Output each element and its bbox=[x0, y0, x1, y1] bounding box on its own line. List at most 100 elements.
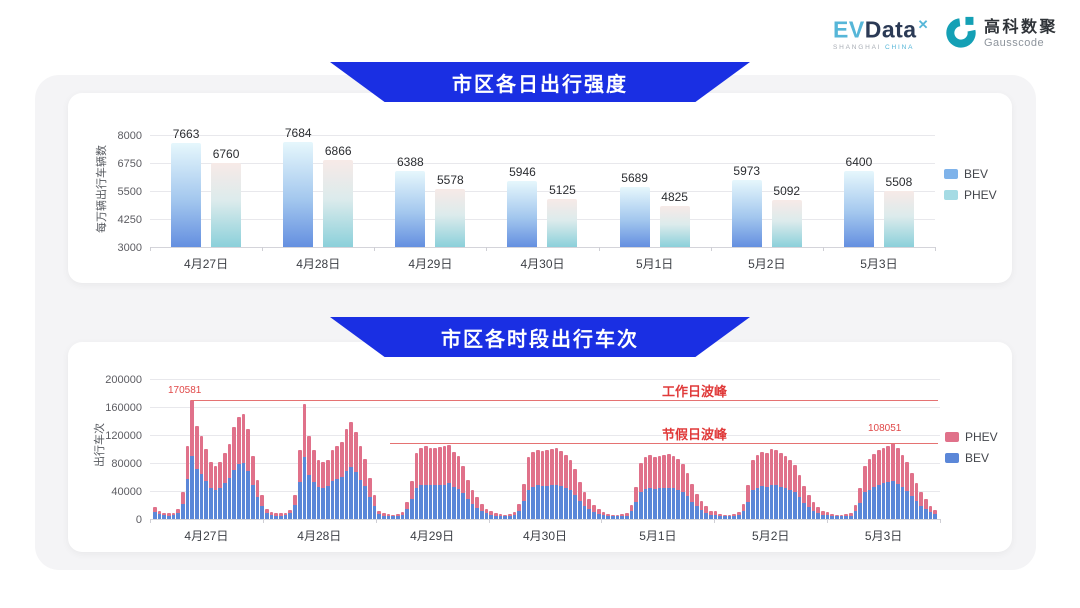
daily-chart-banner: 市区各日出行强度 bbox=[330, 62, 750, 102]
hourly-stacked-bar bbox=[391, 514, 395, 519]
bev-segment bbox=[274, 515, 279, 519]
bev-segment bbox=[849, 515, 853, 519]
hourly-stacked-bar bbox=[849, 512, 853, 519]
phev-segment bbox=[732, 514, 736, 517]
legend-item-bev[interactable]: BEV bbox=[944, 167, 997, 181]
hourly-stacked-bar bbox=[522, 484, 526, 519]
hourly-stacked-bar bbox=[363, 458, 367, 519]
daily-bar-group: 6388 5578 bbox=[374, 135, 486, 247]
hourly-stacked-bar bbox=[643, 457, 648, 519]
phev-segment bbox=[914, 482, 919, 501]
bev-segment bbox=[536, 485, 540, 519]
bev-segment bbox=[708, 514, 713, 519]
phev-bar: 5092 bbox=[771, 184, 802, 247]
axis-tick bbox=[486, 247, 488, 251]
phev-segment bbox=[648, 455, 652, 489]
phev-segment bbox=[685, 472, 690, 496]
phev-segment bbox=[620, 514, 624, 517]
hourly-stacked-bar bbox=[288, 509, 293, 519]
bev-segment bbox=[839, 516, 844, 519]
hourly-stacked-bar bbox=[237, 416, 241, 519]
daily-bar-group: 7684 6866 bbox=[262, 126, 374, 247]
phev-segment bbox=[167, 513, 171, 516]
hourly-stacked-bar bbox=[414, 452, 419, 519]
x-tick-label: 4月29日 bbox=[410, 529, 455, 543]
hourly-stacked-bar bbox=[573, 469, 578, 519]
bar-value-label: 5946 bbox=[509, 165, 536, 180]
bev-segment bbox=[863, 492, 867, 519]
legend-label: BEV bbox=[964, 167, 989, 181]
hourly-stacked-bar bbox=[367, 478, 372, 519]
legend-label: PHEV bbox=[965, 430, 998, 444]
hourly-stacked-bar bbox=[232, 427, 237, 519]
daily-bar-group: 5946 5125 bbox=[486, 135, 598, 247]
phev-segment bbox=[564, 454, 568, 488]
legend-item-phev[interactable]: PHEV bbox=[944, 188, 997, 202]
bev-segment bbox=[391, 516, 395, 519]
daily-chart-title: 市区各日出行强度 bbox=[452, 73, 628, 96]
hourly-chart-card: 出行车次 200000 160000 120000 80000 40000 0 17058… bbox=[68, 342, 1012, 552]
bev-segment bbox=[316, 486, 321, 519]
x-tick-label: 4月28日 bbox=[296, 257, 341, 271]
bev-segment bbox=[386, 516, 391, 519]
bev-segment bbox=[531, 486, 536, 519]
bev-segment bbox=[923, 509, 928, 519]
bev-segment bbox=[419, 485, 423, 519]
hourly-stacked-bar bbox=[386, 514, 391, 519]
phev-segment bbox=[624, 512, 629, 516]
phev-segment bbox=[442, 446, 447, 485]
phev-segment bbox=[176, 509, 181, 513]
bev-segment bbox=[638, 491, 643, 519]
hourly-stacked-bar bbox=[666, 453, 671, 519]
phev-segment bbox=[232, 427, 237, 470]
bev-segment bbox=[204, 481, 209, 519]
phev-segment bbox=[919, 492, 923, 506]
daily-bar-group: 5973 5092 bbox=[711, 135, 823, 247]
phev-segment bbox=[807, 495, 811, 508]
bev-segment bbox=[395, 516, 400, 519]
hourly-stacked-bar bbox=[741, 503, 746, 519]
phev-segment bbox=[265, 508, 269, 513]
hourly-stacked-bar bbox=[181, 492, 185, 519]
bev-segment bbox=[325, 486, 330, 519]
bev-segment bbox=[349, 467, 353, 519]
hourly-stacked-bar bbox=[751, 459, 755, 519]
phev-segment bbox=[933, 509, 937, 515]
bev-segment bbox=[564, 487, 568, 519]
hourly-stacked-bar bbox=[531, 451, 536, 519]
y-tick-label: 160000 bbox=[105, 402, 142, 414]
bev-segment bbox=[853, 511, 858, 519]
legend-label: PHEV bbox=[964, 188, 997, 202]
bev-segment bbox=[895, 484, 900, 519]
hourly-stacked-bar bbox=[297, 450, 302, 519]
bev-segment bbox=[811, 510, 816, 519]
phev-segment bbox=[377, 510, 381, 515]
axis-tick bbox=[598, 247, 600, 251]
evdata-subtitle: SHANGHAI CHINA bbox=[833, 44, 929, 52]
hourly-stacked-bar bbox=[274, 513, 279, 519]
hourly-stacked-bar bbox=[153, 507, 157, 519]
hourly-stacked-bar bbox=[409, 480, 414, 519]
x-tick-label: 5月3日 bbox=[864, 529, 903, 543]
phev-segment bbox=[391, 514, 395, 517]
hourly-stacked-bar bbox=[592, 505, 596, 519]
hourly-stacked-bar bbox=[213, 465, 218, 519]
x-tick-label: 5月2日 bbox=[752, 529, 790, 543]
phev-segment bbox=[741, 503, 746, 511]
phev-legend-swatch bbox=[945, 432, 959, 442]
axis-tick bbox=[935, 247, 936, 251]
bev-segment bbox=[704, 512, 708, 519]
bev-segment bbox=[428, 485, 433, 519]
legend-item-phev[interactable]: PHEV bbox=[945, 430, 998, 444]
x-tick-label: 5月1日 bbox=[635, 257, 674, 271]
hourly-chart-title: 市区各时段出行车次 bbox=[441, 328, 639, 351]
phev-segment bbox=[783, 456, 788, 489]
bev-segment bbox=[367, 496, 372, 519]
grid-line bbox=[150, 247, 935, 248]
legend-item-bev[interactable]: BEV bbox=[945, 451, 998, 465]
bev-segment bbox=[181, 503, 185, 519]
phev-segment bbox=[311, 449, 316, 482]
x-tick-label: 5月1日 bbox=[639, 529, 677, 543]
hourly-chart-banner: 市区各时段出行车次 bbox=[330, 317, 750, 357]
axis-tick bbox=[714, 519, 716, 523]
